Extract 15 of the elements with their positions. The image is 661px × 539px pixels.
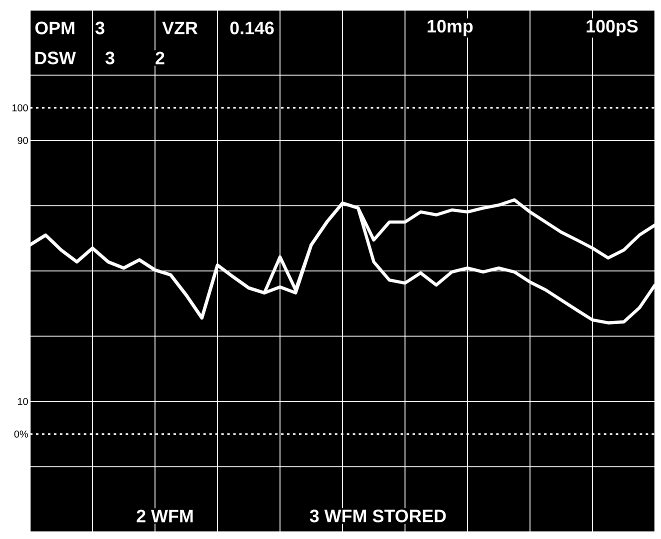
ref-line-label: 100 xyxy=(12,104,28,112)
annotation: 3 xyxy=(95,22,104,34)
y-tick-label: 10 xyxy=(18,398,28,406)
ref-line-label: 0% xyxy=(14,430,28,438)
annotation: 3 xyxy=(105,52,114,64)
annotation: 3 WFM STORED xyxy=(310,510,446,522)
annotation: VZR xyxy=(162,22,198,34)
annotation: 2 xyxy=(156,52,164,64)
annotation: 10mp xyxy=(428,20,473,36)
annotation: 100pS xyxy=(586,20,638,36)
annotation: 0.146 xyxy=(230,22,274,34)
annotation: 2 WFM xyxy=(136,510,193,522)
annotation: OPM xyxy=(35,22,74,34)
annotation: DSW xyxy=(35,52,76,64)
y-tick-label: 90 xyxy=(18,136,28,144)
